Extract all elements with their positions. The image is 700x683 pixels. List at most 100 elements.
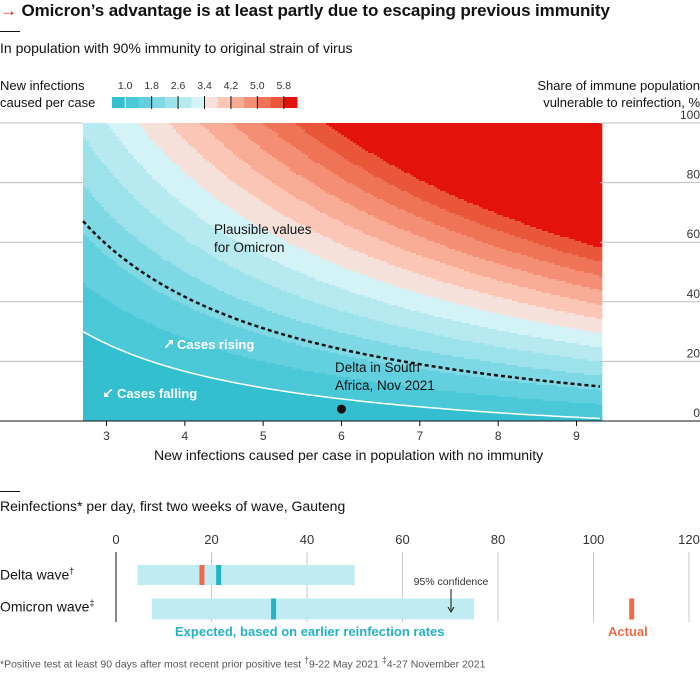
heatmap-cell: [206, 253, 210, 286]
heatmap-cell: [557, 123, 561, 236]
heatmap-cell: [452, 409, 456, 421]
heatmap-cell: [398, 267, 402, 288]
heatmap-cell: [554, 325, 558, 342]
heatmap-cell: [584, 301, 588, 318]
heatmap-cell: [275, 211, 279, 238]
heatmap-cell: [254, 171, 258, 198]
heatmap-cell: [218, 231, 222, 262]
heatmap-cell: [356, 187, 360, 210]
heatmap-cell: [365, 193, 369, 214]
heatmap-cell: [365, 297, 369, 318]
heatmap-cell: [395, 123, 399, 168]
heatmap-cell: [509, 235, 513, 252]
legend-swatch: [257, 97, 272, 108]
heatmap-cell: [530, 241, 534, 258]
heatmap-cell: [485, 243, 489, 262]
heatmap-cell: [323, 283, 327, 306]
heatmap-cell: [320, 143, 324, 166]
heatmap-cell: [410, 195, 414, 214]
heatmap-cell: [512, 253, 516, 270]
heatmap-cell: [431, 407, 435, 421]
heatmap-cell: [518, 237, 522, 254]
heatmap-cell: [110, 303, 114, 348]
heatmap-cell: [110, 173, 114, 218]
heatmap-cell: [299, 225, 303, 250]
heatmap-cell: [386, 283, 390, 304]
heatmap-cell: [560, 327, 564, 342]
heatmap-cell: [323, 259, 327, 284]
heatmap-cell: [224, 381, 228, 421]
heatmap-cell: [386, 183, 390, 204]
heatmap-cell: [452, 303, 456, 322]
heatmap-cell: [377, 363, 381, 384]
heatmap-cell: [239, 215, 243, 244]
heatmap-cell: [416, 197, 420, 218]
heatmap-cell: [284, 367, 288, 392]
heatmap-cell: [500, 331, 504, 348]
heatmap-cell: [272, 131, 276, 158]
heatmap-cell: [419, 351, 423, 370]
heatmap-cell: [368, 381, 372, 404]
heatmap-cell: [512, 123, 516, 220]
heatmap-cell: [473, 221, 477, 240]
heatmap-cell: [317, 141, 321, 164]
legend-swatch: [217, 97, 232, 108]
heatmap-cell: [323, 123, 327, 146]
heatmap-cell: [404, 231, 408, 252]
heatmap-cell: [572, 329, 576, 344]
heatmap-cell: [380, 123, 384, 160]
heatmap-cell: [254, 333, 258, 360]
heatmap-cell: [527, 399, 531, 416]
heatmap-cell: [314, 349, 318, 374]
heatmap-cell: [374, 123, 378, 156]
heatmap-cell: [476, 359, 480, 378]
heatmap-cell: [557, 325, 561, 342]
heatmap-cell: [260, 123, 264, 150]
heatmap-cell: [125, 271, 129, 312]
heatmap-cell: [575, 315, 579, 330]
heatmap-cell: [407, 193, 411, 214]
heatmap-cell: [326, 329, 330, 352]
heatmap-cell: [290, 343, 294, 368]
heatmap-cell: [107, 257, 111, 302]
heatmap-cell: [461, 375, 465, 394]
heatmap-cell: [224, 293, 228, 324]
heatmap-cell: [485, 311, 489, 328]
heatmap-cell: [572, 239, 576, 256]
heatmap-cell: [380, 199, 384, 222]
heatmap-cell: [281, 239, 285, 266]
heatmap-cell: [371, 381, 375, 404]
x-tick-label: 9: [573, 429, 580, 443]
heatmap-cell: [113, 219, 117, 262]
heatmap-cell: [542, 385, 546, 402]
heatmap-cell: [494, 263, 498, 280]
heatmap-cell: [398, 405, 402, 421]
heatmap-cell: [212, 257, 216, 288]
heatmap-cell: [281, 139, 285, 164]
heatmap-cell: [380, 179, 384, 200]
heatmap-cell: [242, 357, 246, 386]
heatmap-cell: [485, 361, 489, 380]
heatmap-cell: [326, 261, 330, 284]
heatmap-cell: [389, 365, 393, 386]
heatmap-cell: [506, 251, 510, 268]
heatmap-cell: [548, 233, 552, 248]
95-confidence-label: 95% confidence: [414, 576, 489, 588]
heatmap-cell: [392, 265, 396, 286]
heatmap-cell: [593, 247, 597, 262]
heatmap-cell: [521, 287, 525, 304]
heatmap-cell: [119, 183, 123, 226]
heatmap-cell: [290, 319, 294, 344]
heatmap-cell: [317, 303, 321, 328]
heatmap-cell: [302, 323, 306, 348]
heatmap-cell: [449, 319, 453, 338]
heatmap-cell: [392, 123, 396, 166]
heatmap-cell: [215, 199, 219, 230]
heatmap-cell: [416, 217, 420, 236]
heatmap-cell: [191, 147, 195, 180]
heatmap-cell: [536, 307, 540, 322]
heatmap-cell: [164, 365, 168, 421]
heatmap-cell: [569, 387, 573, 404]
heatmap-cell: [125, 311, 129, 354]
heatmap-cell: [152, 251, 156, 290]
